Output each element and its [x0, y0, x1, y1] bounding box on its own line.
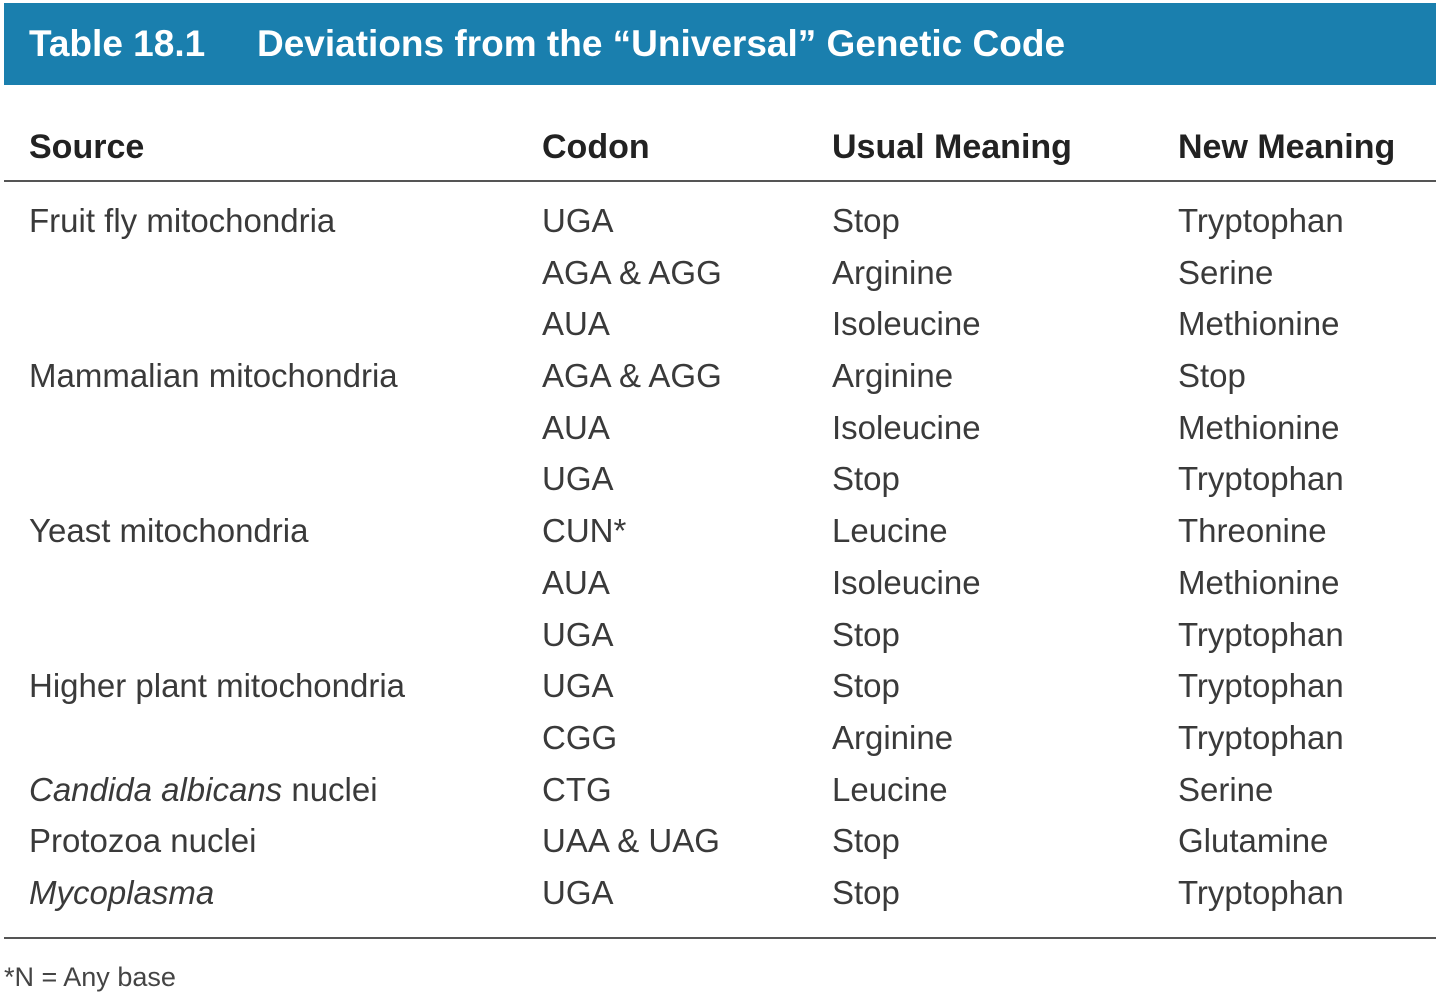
cell-usual-meaning: Isoleucine — [832, 305, 981, 343]
cell-codon: AUA — [542, 408, 610, 446]
cell-codon: AGA & AGG — [542, 253, 722, 291]
table-title: Deviations from the “Universal” Genetic … — [257, 23, 1066, 64]
cell-source-text: nuclei — [282, 770, 378, 808]
cell-codon: UGA — [542, 460, 614, 498]
cell-source: Fruit fly mitochondria — [29, 195, 335, 247]
cell-usual-meaning: Leucine — [832, 770, 948, 808]
header-source: Source — [29, 128, 145, 166]
cell-new-meaning: Tryptophan — [1178, 873, 1344, 911]
cell-new-meaning: Methionine — [1178, 305, 1340, 343]
table-row: Higher plant mitochondria UGA Stop Tryptoph… — [4, 660, 1436, 712]
cell-source-text: Yeast mitochondria — [29, 512, 309, 550]
cell-usual-meaning: Stop — [832, 822, 900, 860]
table-row: Candida albicans nuclei CTG Leucine Serine — [4, 764, 1436, 816]
cell-source: Candida albicans nuclei — [29, 764, 378, 816]
cell-usual-meaning: Arginine — [832, 357, 954, 395]
table-row: Yeast mitochondria CUN* Leucine Threonine — [4, 505, 1436, 557]
table-row: Fruit fly mitochondria UGA Stop Tryptophan — [4, 195, 1436, 247]
table-row: Mycoplasma UGA Stop Tryptophan — [4, 867, 1436, 919]
cell-codon: AGA & AGG — [542, 357, 722, 395]
cell-usual-meaning: Stop — [832, 667, 900, 705]
cell-usual-meaning: Stop — [832, 460, 900, 498]
cell-source-italic: Candida albicans — [29, 770, 283, 808]
cell-new-meaning: Glutamine — [1178, 822, 1329, 860]
cell-codon: CTG — [542, 770, 612, 808]
cell-new-meaning: Serine — [1178, 770, 1274, 808]
cell-codon: AUA — [542, 305, 610, 343]
table-title-bar: Table 18.1 Deviations from the “Universa… — [4, 3, 1436, 85]
cell-codon: AUA — [542, 563, 610, 601]
cell-new-meaning: Methionine — [1178, 408, 1340, 446]
cell-codon: UGA — [542, 615, 614, 653]
table-row: UGA Stop Tryptophan — [4, 453, 1436, 505]
cell-new-meaning: Threonine — [1178, 512, 1327, 550]
cell-usual-meaning: Stop — [832, 873, 900, 911]
table-footnote: *N = Any base — [4, 962, 176, 992]
table-number: Table 18.1 — [29, 23, 206, 64]
cell-new-meaning: Tryptophan — [1178, 202, 1344, 239]
cell-codon: UGA — [542, 667, 614, 705]
cell-codon: UGA — [542, 873, 614, 911]
table-row: AUA Isoleucine Methionine — [4, 402, 1436, 454]
cell-codon: UAA & UAG — [542, 822, 720, 860]
cell-source: Yeast mitochondria — [29, 505, 308, 557]
cell-source-text: Higher plant mitochondria — [29, 667, 406, 705]
cell-codon: CGG — [542, 718, 618, 756]
cell-new-meaning: Stop — [1178, 357, 1246, 395]
header-new-meaning: New Meaning — [1178, 128, 1396, 166]
table-row: AUA Isoleucine Methionine — [4, 557, 1436, 609]
cell-new-meaning: Tryptophan — [1178, 667, 1344, 705]
table-row: Mammalian mitochondria AGA & AGG Arginine S… — [4, 350, 1436, 402]
table-header-row: Source Codon Usual Meaning New Meaning — [4, 120, 1436, 182]
table-row: Protozoa nuclei UAA & UAG Stop Glutamine — [4, 815, 1436, 867]
cell-source: Higher plant mitochondria — [29, 660, 405, 712]
header-codon: Codon — [542, 128, 650, 166]
table-row: UGA Stop Tryptophan — [4, 609, 1436, 661]
table-row: AGA & AGG Arginine Serine — [4, 247, 1436, 299]
cell-source-italic: Mycoplasma — [29, 873, 215, 911]
cell-new-meaning: Tryptophan — [1178, 460, 1344, 498]
cell-new-meaning: Methionine — [1178, 563, 1340, 601]
table-row: AUA Isoleucine Methionine — [4, 298, 1436, 350]
cell-source-text: Protozoa nuclei — [29, 822, 257, 860]
cell-usual-meaning: Stop — [832, 615, 900, 653]
table-bottom-rule — [4, 937, 1436, 939]
cell-codon: UGA — [542, 202, 614, 239]
cell-new-meaning: Serine — [1178, 253, 1274, 291]
cell-usual-meaning: Arginine — [832, 718, 954, 756]
table-body: Fruit fly mitochondria UGA Stop Tryptophan A… — [4, 195, 1436, 919]
table-row: CGG Arginine Tryptophan — [4, 712, 1436, 764]
cell-usual-meaning: Leucine — [832, 512, 948, 550]
cell-source: Mycoplasma — [29, 867, 214, 919]
cell-new-meaning: Tryptophan — [1178, 615, 1344, 653]
cell-usual-meaning: Isoleucine — [832, 408, 981, 446]
cell-source: Mammalian mitochondria — [29, 350, 398, 402]
cell-usual-meaning: Isoleucine — [832, 563, 981, 601]
cell-new-meaning: Tryptophan — [1178, 718, 1344, 756]
cell-source-text: Fruit fly mitochondria — [29, 202, 336, 239]
cell-source-text: Mammalian mitochondria — [29, 357, 398, 395]
cell-source: Protozoa nuclei — [29, 815, 256, 867]
header-usual-meaning: Usual Meaning — [832, 128, 1072, 166]
cell-codon: CUN* — [542, 512, 627, 550]
cell-usual-meaning: Arginine — [832, 253, 954, 291]
cell-usual-meaning: Stop — [832, 202, 900, 239]
